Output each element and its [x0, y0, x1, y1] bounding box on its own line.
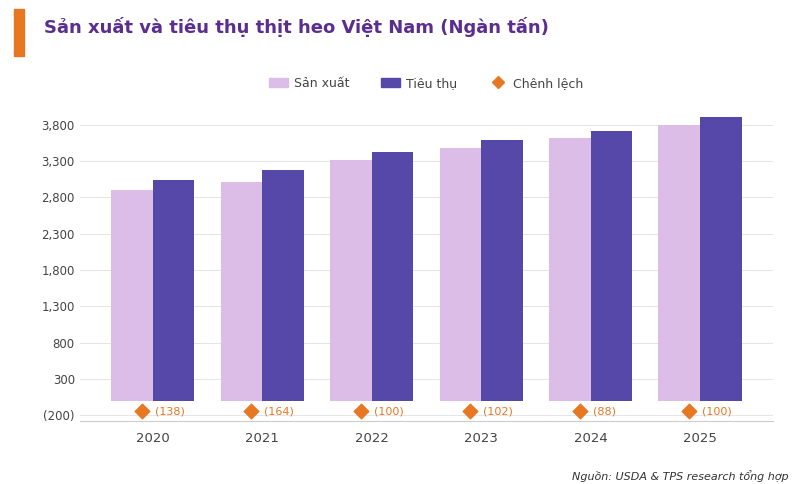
Text: Sản xuất và tiêu thụ thịt heo Việt Nam (Ngàn tấn): Sản xuất và tiêu thụ thịt heo Việt Nam (… — [44, 17, 548, 37]
Text: (102): (102) — [483, 407, 513, 417]
Bar — [371, 152, 414, 401]
Bar — [591, 131, 632, 401]
Point — [683, 408, 696, 415]
Bar — [439, 148, 481, 401]
Text: Nguồn: USDA & TPS research tổng hợp: Nguồn: USDA & TPS research tổng hợp — [572, 469, 789, 482]
Text: (100): (100) — [374, 407, 403, 417]
Text: (138): (138) — [155, 407, 185, 417]
Bar — [330, 160, 371, 401]
Legend: Sản xuất, Tiêu thụ, Chênh lệch: Sản xuất, Tiêu thụ, Chênh lệch — [265, 72, 588, 95]
Bar — [658, 125, 700, 401]
Point — [464, 408, 477, 415]
Bar — [112, 190, 153, 401]
Point — [355, 408, 367, 415]
Point — [135, 408, 148, 415]
Bar — [549, 138, 591, 401]
Bar — [700, 118, 741, 401]
Bar — [221, 182, 262, 401]
Bar — [262, 170, 304, 401]
Text: (164): (164) — [265, 407, 294, 417]
Bar — [481, 140, 523, 401]
Point — [245, 408, 257, 415]
Text: (88): (88) — [593, 407, 616, 417]
Bar — [153, 180, 194, 401]
Text: (100): (100) — [702, 407, 732, 417]
Point — [573, 408, 586, 415]
